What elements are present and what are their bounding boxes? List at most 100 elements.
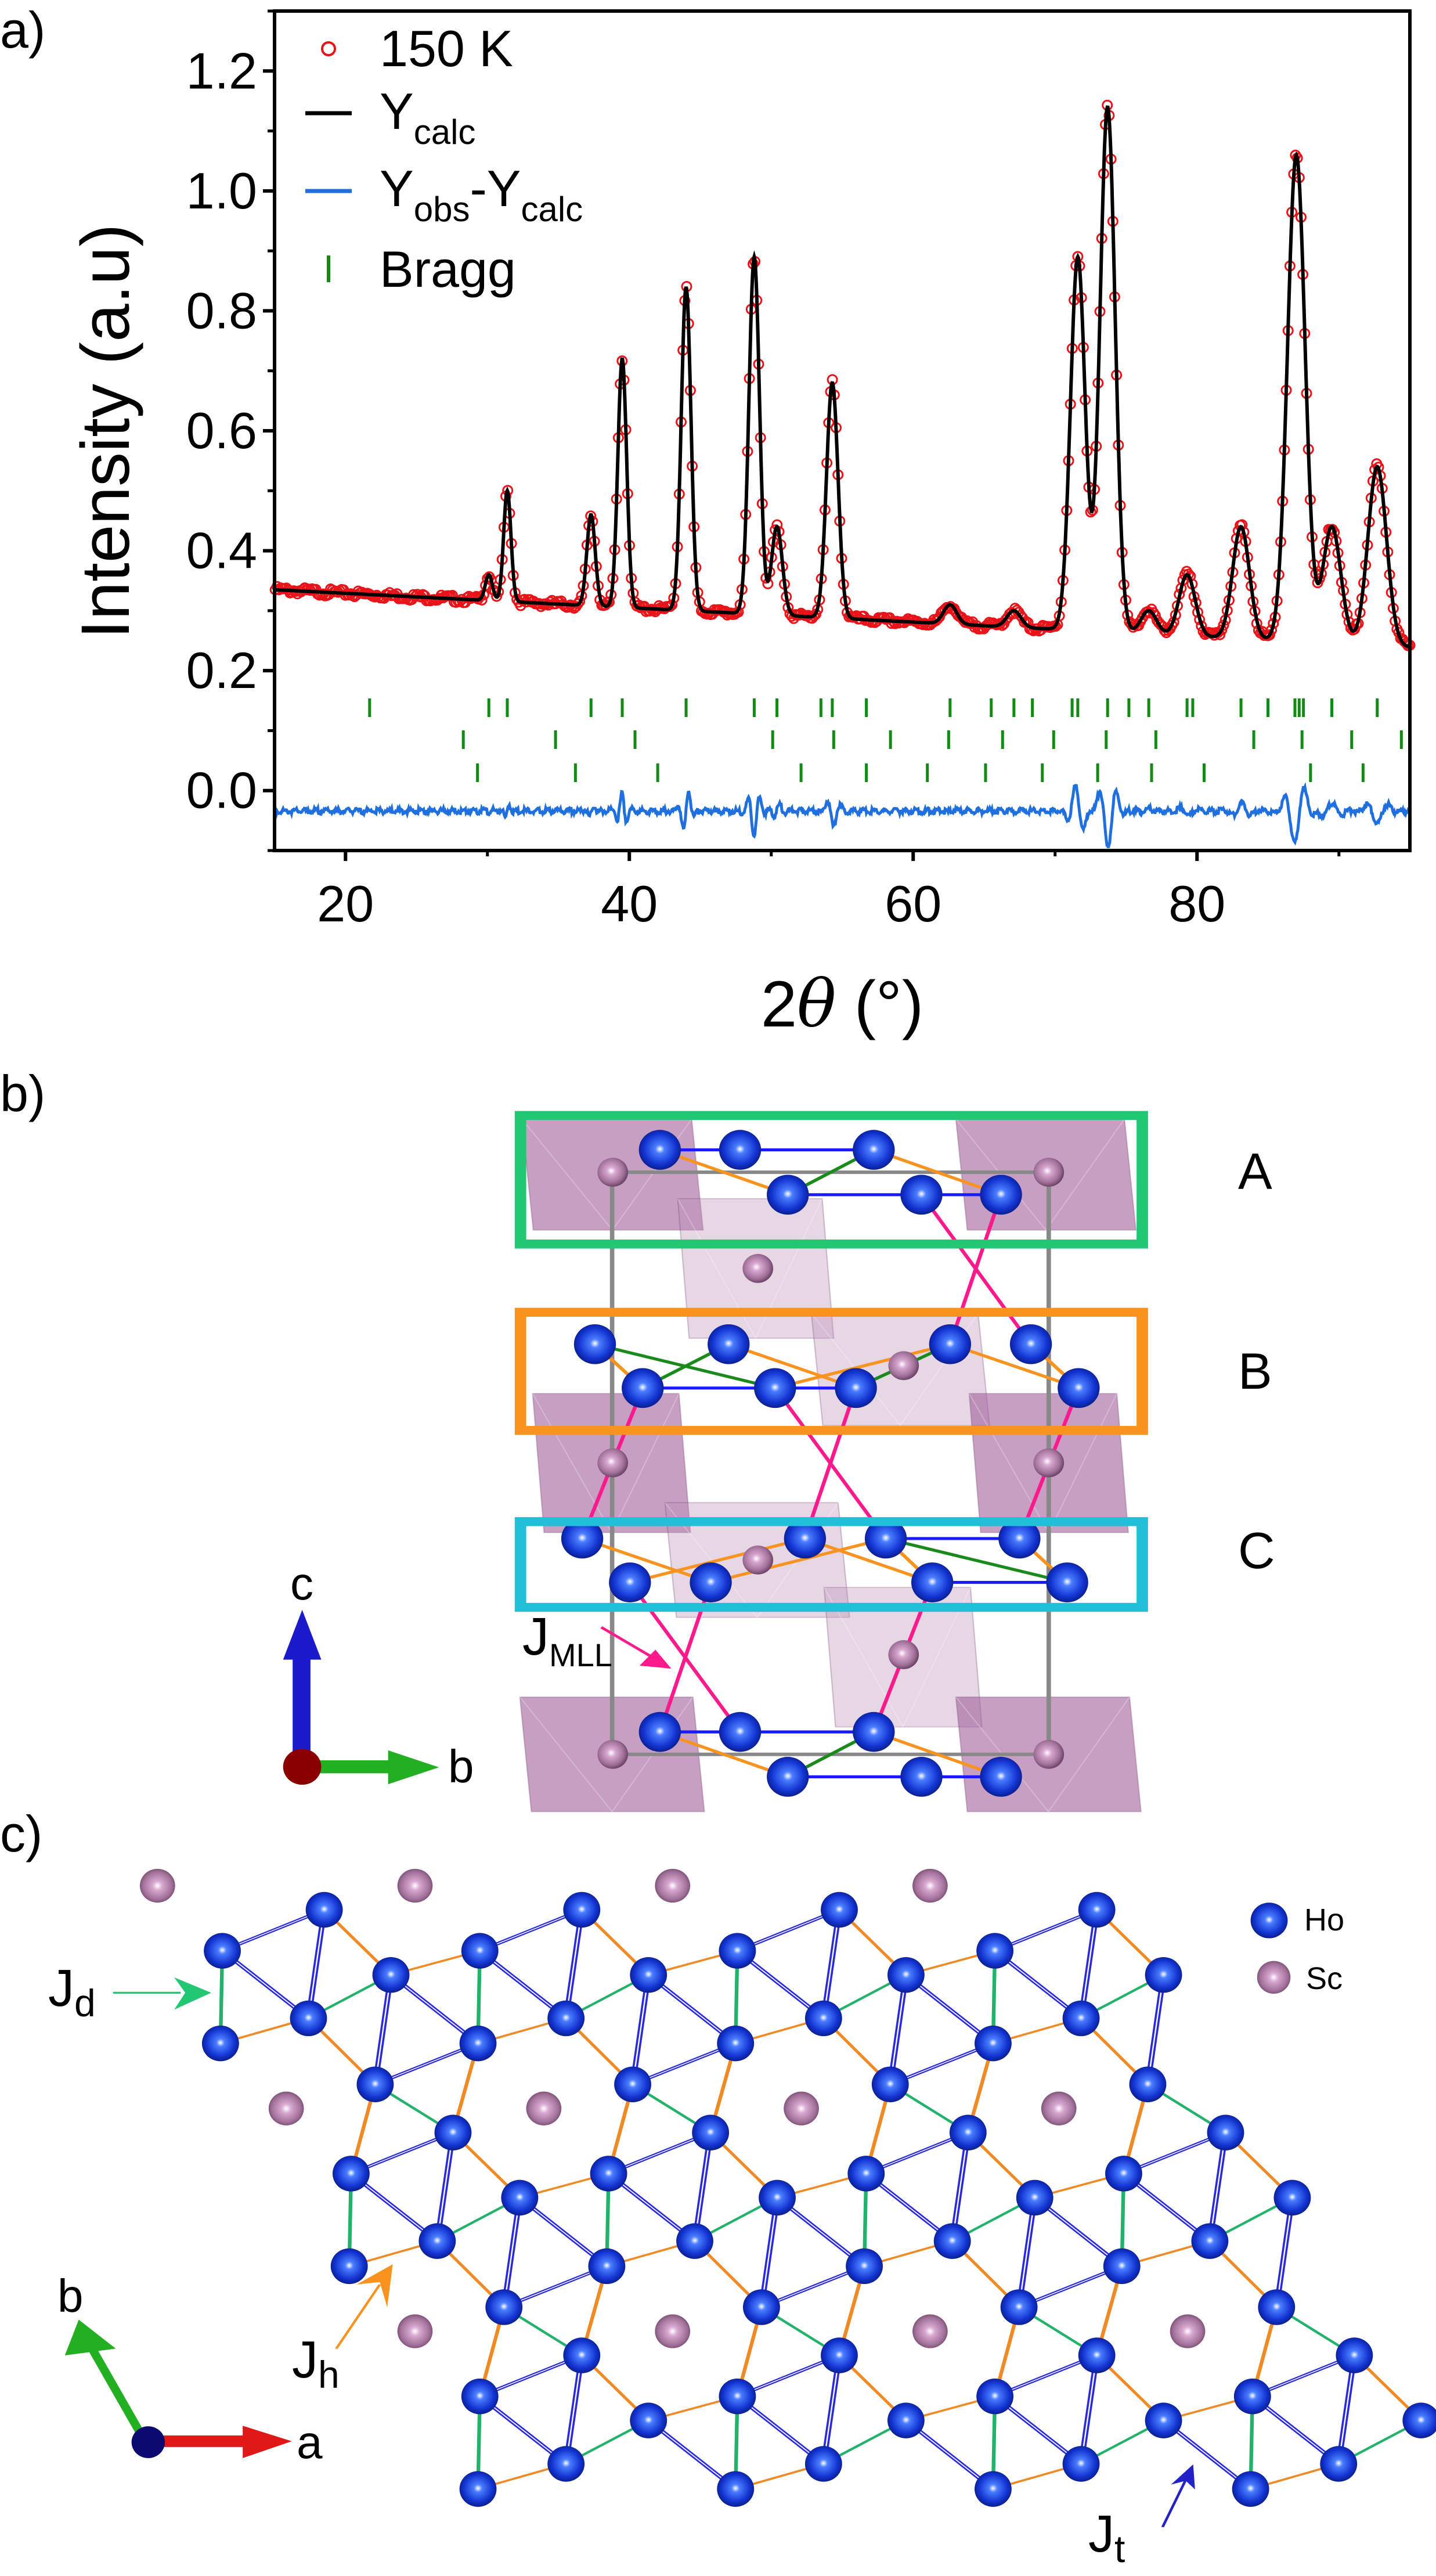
y-tick-label: 0.8 (186, 282, 257, 339)
y-tick-label: 0.6 (186, 402, 257, 459)
axis-label-b-c: b (57, 2270, 84, 2322)
xrd-refinement-chart: 0.0 0.2 0.4 0.6 0.8 1.0 1.2 20 40 60 80 Intensity … (67, 9, 1416, 1042)
jt-bond-highlight (1034, 2197, 1123, 2267)
jmll-bond (803, 1388, 858, 1539)
ho-atom (204, 1933, 241, 1969)
octahedron-edge (1048, 1393, 1118, 1533)
jh-bond (710, 1537, 887, 1584)
jt-bond-highlight (822, 2355, 840, 2464)
layer-box-b (514, 1307, 1148, 1435)
b-axis-arrow-icon (388, 1750, 439, 1785)
ho-atom (561, 1518, 604, 1559)
jh-label: Jh (292, 2331, 340, 2396)
jmll-bond (948, 1194, 1003, 1345)
jt-bond-highlight (1209, 2132, 1226, 2242)
jmll-label: JMLL (522, 1607, 612, 1673)
ho-atom (692, 2114, 730, 2151)
ho-atom (1191, 2223, 1229, 2259)
jt-bond-highlight (632, 2043, 736, 2085)
ho-atom (305, 1892, 343, 1928)
jt-bond-highlight (648, 2420, 737, 2489)
jt-arrow (1161, 2464, 1195, 2528)
jh-bond (949, 1342, 1080, 1390)
ho-atom (864, 1518, 907, 1559)
legend-ho-marker (1250, 1903, 1288, 1939)
jd-label: Jd (48, 1959, 96, 2024)
y-tick-label: 1.0 (186, 162, 257, 219)
sc-atom (1033, 1158, 1065, 1187)
x-tick-label: 80 (1168, 875, 1225, 932)
ho-atom (980, 1757, 1022, 1797)
sc-atom (1170, 2314, 1206, 2348)
difference-line (273, 782, 1412, 848)
ho-atom (933, 2223, 971, 2259)
ho-atom (588, 2248, 626, 2285)
jh-bond (659, 1730, 789, 1778)
sc-atom (139, 1868, 175, 1903)
jt-label: Jt (1088, 2505, 1125, 2570)
ho-atom (330, 2248, 368, 2285)
ho-atom (332, 2156, 370, 2192)
jh-arrow (335, 2264, 393, 2349)
layer-box-a (514, 1111, 1148, 1249)
ho-atom (835, 1368, 877, 1408)
ho-atom (853, 1130, 895, 1170)
sc-atom (597, 1448, 629, 1478)
ho-atom (1078, 2337, 1116, 2373)
jt-bond-highlight (1080, 1910, 1098, 2019)
jt-bond-highlight (632, 1975, 650, 2085)
ho-atom (1058, 1368, 1100, 1408)
ho-atom (853, 1712, 895, 1752)
sc-atom (912, 2314, 948, 2348)
ho-atom (949, 2114, 987, 2151)
jt-bond-highlight (905, 1975, 994, 2044)
jh-arrow-icon (356, 2264, 393, 2307)
legend: 150 K Ycalc Yobs-Ycalc Bragg (305, 20, 583, 298)
ho-atom (485, 2289, 523, 2325)
sc-atom (784, 2091, 819, 2125)
jt-bond-highlight (890, 2043, 994, 2085)
jt-bond-highlight (760, 2197, 778, 2308)
jh-bond (774, 1342, 951, 1390)
sc-atom (397, 1868, 433, 1903)
jt-bond-highlight (694, 2132, 712, 2242)
jd-arrow (113, 1977, 211, 2010)
octahedron-edge (968, 1393, 1049, 1533)
ho-atom (976, 1933, 1014, 1969)
y-tick-label: 0.0 (186, 762, 257, 819)
jt-bond-highlight (565, 1910, 583, 2019)
ho-atom (1320, 2446, 1358, 2482)
jd-bond (885, 1537, 1068, 1584)
jt-bond-highlight (1147, 1975, 1164, 2085)
ho-atom (900, 1174, 943, 1215)
ho-atom (1062, 2446, 1100, 2482)
sc-atom (742, 1545, 774, 1575)
ho-atom (1273, 2179, 1311, 2216)
ho-atom (1078, 1892, 1116, 1928)
observed-point (604, 596, 615, 608)
ho-atom (1105, 2156, 1142, 2192)
honeycomb-triangle-lattice: Ho Sc Jd Jh Jt b a (48, 1868, 1436, 2570)
panel-label-a: a) (0, 1, 46, 59)
jh-bond (629, 1537, 806, 1584)
ho-atom (1336, 2337, 1373, 2373)
jt-bond-highlight (1018, 2265, 1123, 2308)
y-axis-label: Intensity (a.u) (67, 224, 144, 639)
octahedron-edge (521, 1118, 614, 1231)
legend-bragg-label: Bragg (380, 240, 516, 298)
jh-bond (872, 1730, 1002, 1778)
b-axis-arrow-icon (64, 2319, 116, 2356)
ho-atom (821, 1892, 858, 1928)
ho-atom (900, 1757, 943, 1797)
ho-atom (461, 2378, 499, 2415)
ho-atom (690, 1562, 732, 1602)
legend-sc-label: Sc (1306, 1961, 1343, 1996)
jmll-arrow-icon (639, 1649, 672, 1669)
sc-atom (888, 1640, 919, 1669)
sc-atom (268, 2091, 304, 2125)
ho-atom (784, 1518, 827, 1559)
ho-atom (1232, 2471, 1269, 2507)
layer-label-c: C (1238, 1522, 1275, 1579)
ho-atom (638, 1712, 681, 1752)
octahedron-edge (955, 1118, 1047, 1231)
